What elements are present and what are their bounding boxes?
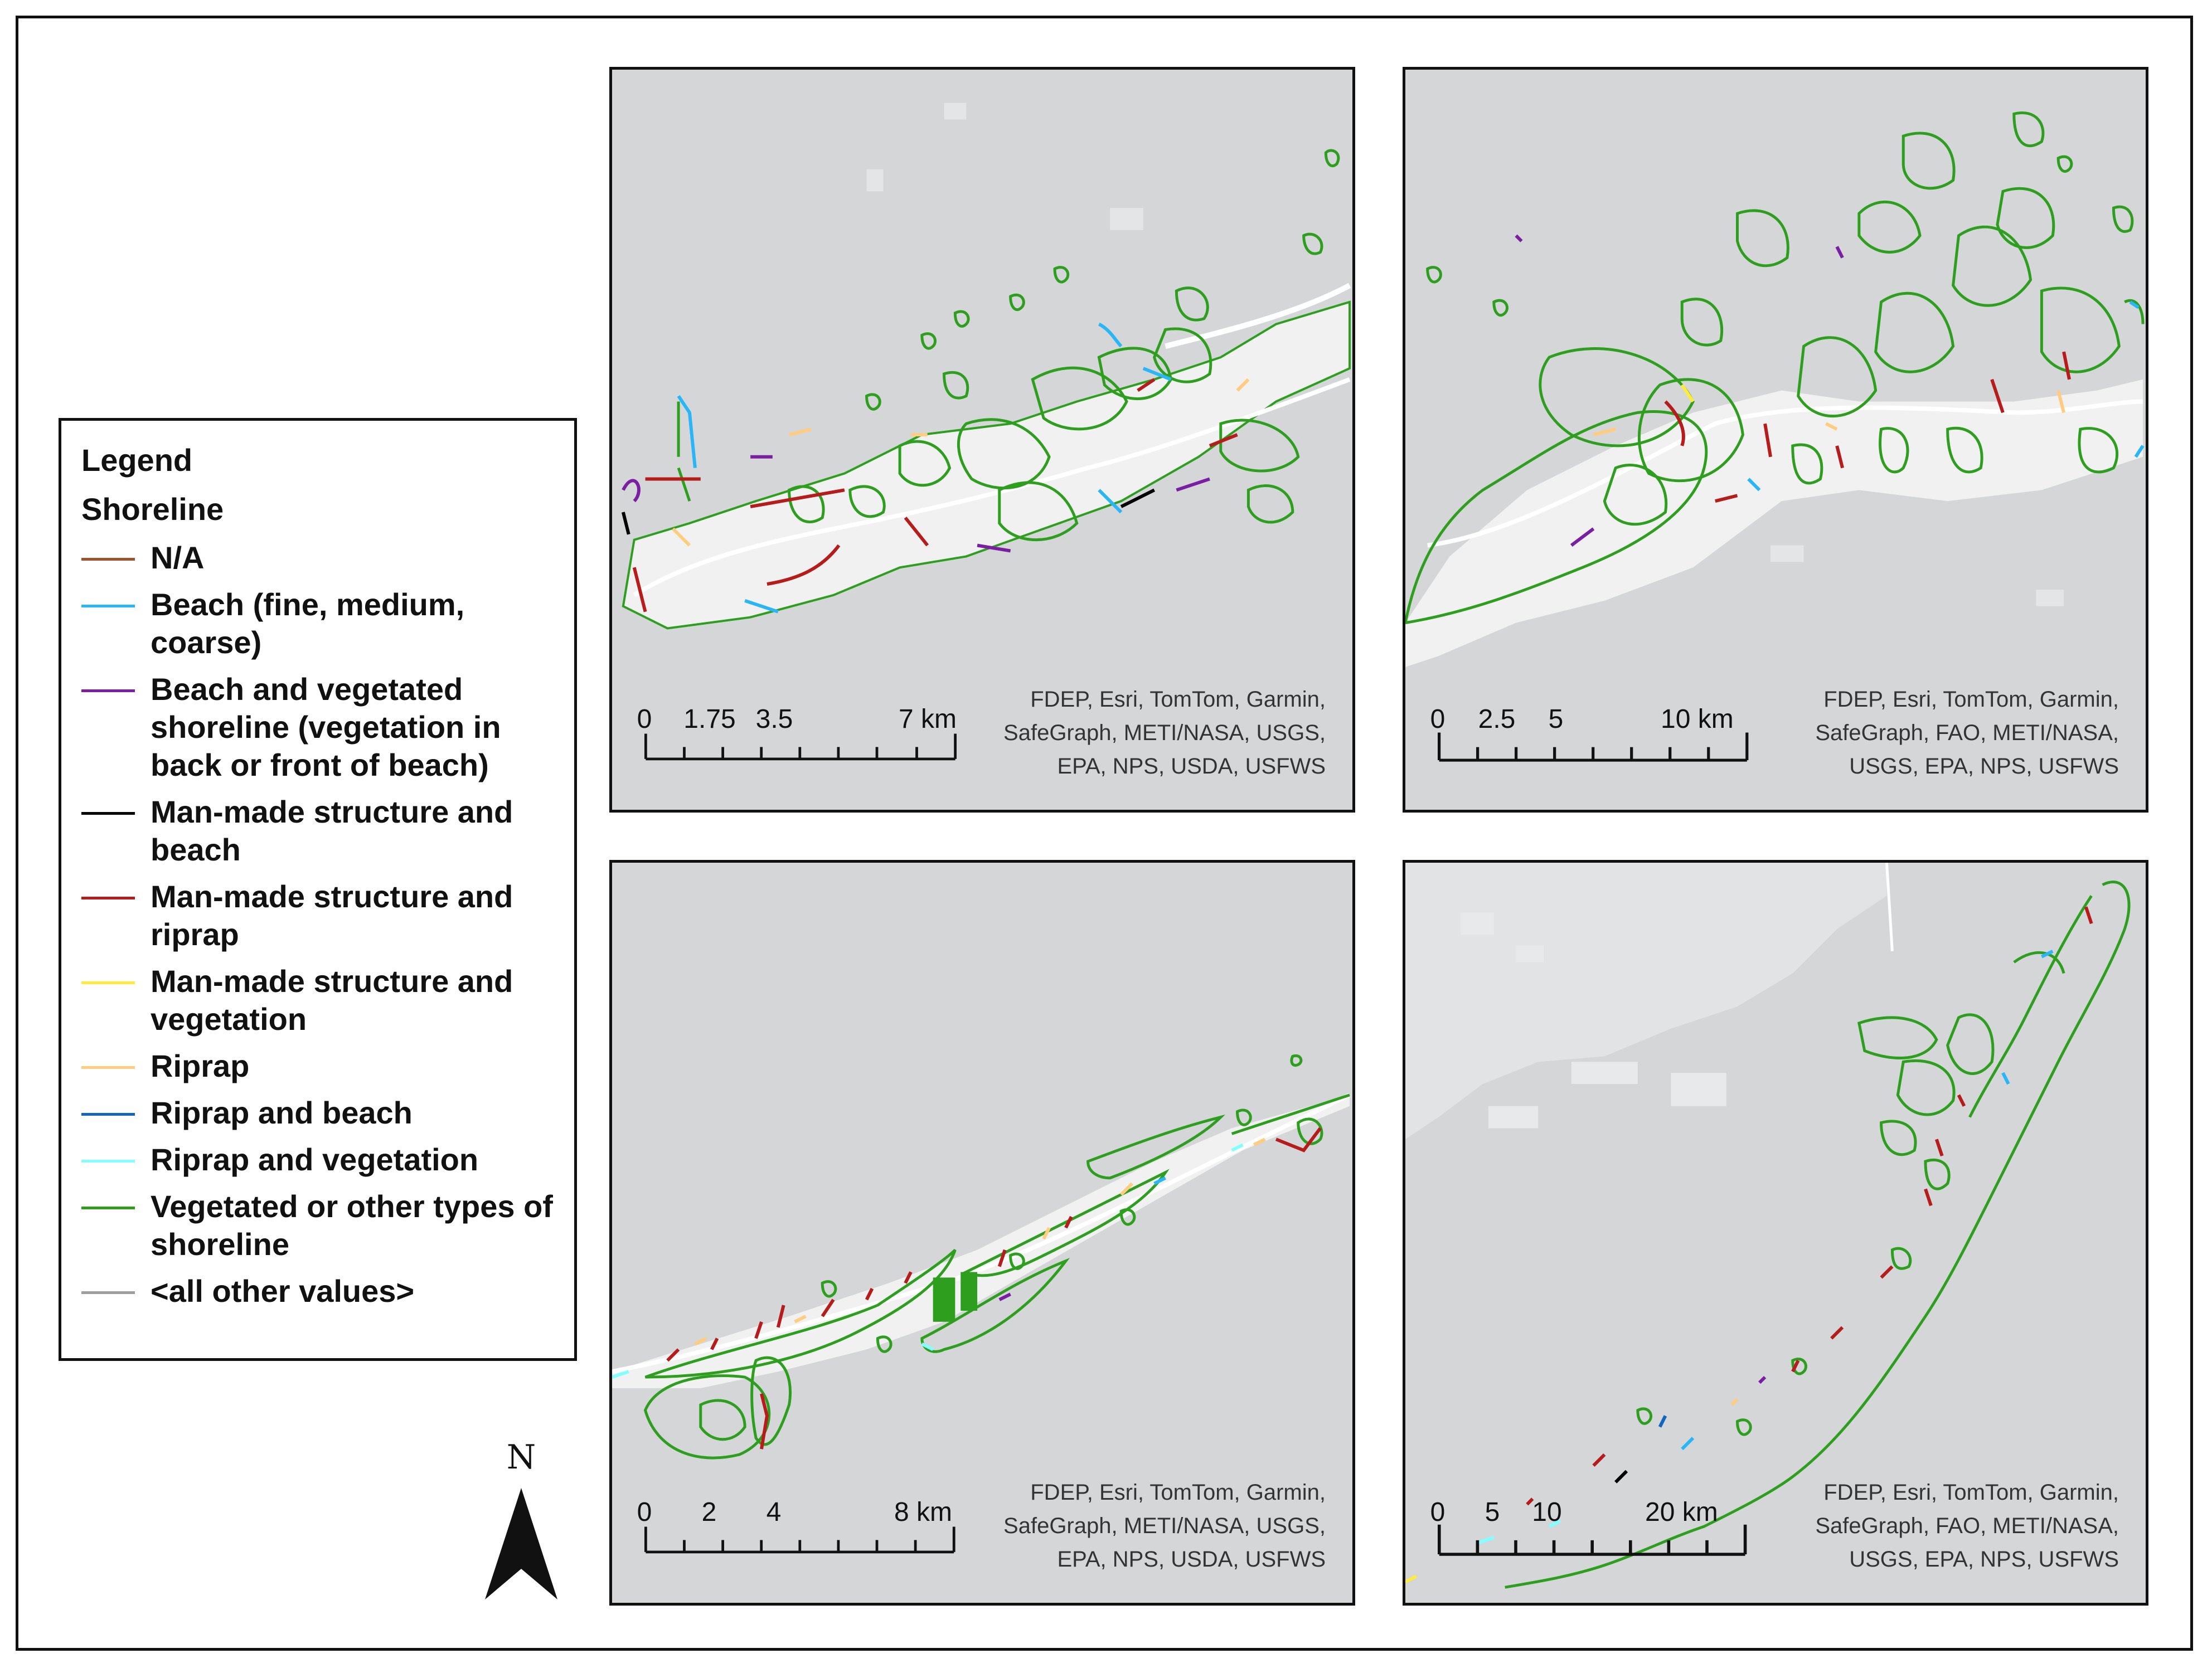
scale-bar-3: 0 2 4 8 km <box>637 1497 957 1581</box>
legend-item: N/A <box>61 539 574 577</box>
legend-item: Beach (fine, medium, coarse) <box>61 586 574 662</box>
north-arrow: N <box>482 1438 560 1605</box>
map-1-canvas <box>621 103 1351 630</box>
credit-line: USGS, EPA, NPS, USFWS <box>1849 1547 2119 1572</box>
scale-bar-1: 0 1.75 3.5 7 km <box>637 704 957 787</box>
legend-label: N/A <box>151 540 205 575</box>
legend-label: Man-made structure and riprap <box>151 879 513 952</box>
legend-swatch <box>81 1207 135 1209</box>
map-credits: FDEP, Esri, TomTom, Garmin, SafeGraph, F… <box>1815 683 2119 783</box>
legend-item: <all other values> <box>61 1272 574 1310</box>
credit-line: SafeGraph, FAO, METI/NASA, <box>1815 721 2119 745</box>
credit-line: USGS, EPA, NPS, USFWS <box>1849 754 2119 779</box>
legend-swatch <box>81 1291 135 1294</box>
legend-swatch <box>81 1066 135 1069</box>
scale-tick-label: 0 <box>637 1497 652 1527</box>
legend-swatch <box>81 981 135 984</box>
legend-label: Beach and vegetated shoreline (vegetatio… <box>151 672 501 782</box>
legend-swatch <box>81 1160 135 1163</box>
scale-tick-label: 20 km <box>1645 1497 1718 1527</box>
legend-items: N/A Beach (fine, medium, coarse) Beach and… <box>61 539 574 1310</box>
scale-tick-label: 0 <box>1430 1497 1445 1527</box>
scale-bar-4: 0 5 10 20 km <box>1430 1497 1750 1581</box>
legend-label: Man-made structure and beach <box>151 794 513 867</box>
map-credits: FDEP, Esri, TomTom, Garmin, SafeGraph, M… <box>1003 683 1326 783</box>
legend-item: Riprap <box>61 1047 574 1085</box>
legend-item: Riprap and vegetation <box>61 1141 574 1179</box>
scale-tick-label: 5 <box>1548 704 1564 734</box>
legend-label: Riprap and beach <box>151 1095 413 1130</box>
figure-frame <box>16 16 2193 1651</box>
legend-label: Vegetated or other types of shoreline <box>151 1189 553 1262</box>
scale-tick-label: 0 <box>637 704 652 734</box>
map-panel-1: 0 1.75 3.5 7 km FDEP, Esri, TomTom, Garm… <box>609 67 1355 813</box>
credit-line: SafeGraph, METI/NASA, USGS, <box>1003 1514 1326 1538</box>
scale-tick-label: 8 km <box>894 1497 953 1527</box>
legend-label: Man-made structure and vegetation <box>151 964 513 1037</box>
credit-line: FDEP, Esri, TomTom, Garmin, <box>1030 1480 1326 1505</box>
legend-label: <all other values> <box>151 1273 415 1309</box>
credit-line: SafeGraph, FAO, METI/NASA, <box>1815 1514 2119 1538</box>
legend-swatch <box>81 1113 135 1116</box>
legend-swatch <box>81 605 135 607</box>
scale-bar-graphic <box>1438 732 1749 762</box>
scale-tick-label: 0 <box>1430 704 1445 734</box>
legend-swatch <box>81 558 135 561</box>
credit-line: FDEP, Esri, TomTom, Garmin, <box>1823 1480 2119 1505</box>
map-credits: FDEP, Esri, TomTom, Garmin, SafeGraph, M… <box>1003 1476 1326 1576</box>
map-panel-4: 0 5 10 20 km FDEP, Esri, TomTom, Garmin,… <box>1403 860 2148 1606</box>
legend-label: Riprap and vegetation <box>151 1142 479 1177</box>
scale-tick-label: 3.5 <box>755 704 793 734</box>
map-3-canvas <box>612 1054 1351 1460</box>
legend-swatch <box>81 897 135 899</box>
scale-bar-graphic <box>644 1526 955 1554</box>
legend-title: Legend <box>81 442 193 478</box>
legend-item: Man-made structure and riprap <box>61 878 574 954</box>
map-4-canvas <box>1405 863 2131 1589</box>
legend-label: Beach (fine, medium, coarse) <box>151 587 465 660</box>
credit-line: EPA, NPS, USDA, USFWS <box>1057 1547 1326 1572</box>
legend-subtitle: Shoreline <box>81 492 224 527</box>
scale-tick-label: 2.5 <box>1478 704 1516 734</box>
legend-swatch <box>81 812 135 815</box>
scale-tick-label: 10 <box>1532 1497 1562 1527</box>
scale-tick-label: 4 <box>766 1497 782 1527</box>
scale-tick-label: 5 <box>1485 1497 1500 1527</box>
north-label: N <box>506 1438 536 1477</box>
legend-item: Vegetated or other types of shoreline <box>61 1188 574 1263</box>
map-panel-3: 0 2 4 8 km FDEP, Esri, TomTom, Garmin, S… <box>609 860 1355 1606</box>
legend-item: Beach and vegetated shoreline (vegetatio… <box>61 670 574 784</box>
legend-item: Man-made structure and vegetation <box>61 962 574 1038</box>
credit-line: EPA, NPS, USDA, USFWS <box>1057 754 1326 779</box>
map-credits: FDEP, Esri, TomTom, Garmin, SafeGraph, F… <box>1815 1476 2119 1576</box>
credit-line: FDEP, Esri, TomTom, Garmin, <box>1823 687 2119 712</box>
scale-tick-label: 10 km <box>1661 704 1734 734</box>
scale-bar-2: 0 2.5 5 10 km <box>1430 704 1750 787</box>
map-panel-2: 0 2.5 5 10 km FDEP, Esri, TomTom, Garmin… <box>1403 67 2148 813</box>
legend-item: Riprap and beach <box>61 1094 574 1132</box>
legend-swatch <box>81 689 135 692</box>
legend-label: Riprap <box>151 1048 250 1083</box>
credit-line: SafeGraph, METI/NASA, USGS, <box>1003 721 1326 745</box>
north-arrow-icon <box>485 1488 557 1599</box>
scale-bar-graphic <box>1438 1524 1747 1556</box>
scale-tick-label: 2 <box>701 1497 717 1527</box>
scale-tick-label: 7 km <box>899 704 957 734</box>
legend-item: Man-made structure and beach <box>61 793 574 869</box>
scale-bar-graphic <box>644 733 957 761</box>
map-2-canvas <box>1405 111 2145 667</box>
scale-tick-label: 1.75 <box>683 704 736 734</box>
credit-line: FDEP, Esri, TomTom, Garmin, <box>1030 687 1326 712</box>
legend: Legend Shoreline N/A Beach (fine, medium,… <box>59 418 577 1361</box>
